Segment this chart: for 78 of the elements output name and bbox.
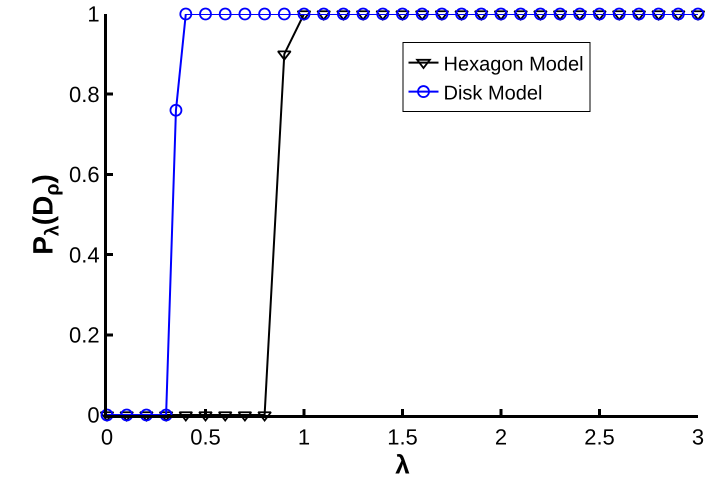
x-tick-label: 1 (298, 424, 310, 450)
point (612, 8, 626, 20)
y-tick-label: 0 (87, 402, 100, 428)
point (178, 411, 194, 422)
point (436, 8, 448, 20)
point (238, 8, 252, 20)
point (593, 8, 606, 20)
point (474, 10, 489, 20)
point (356, 10, 370, 20)
x-tick-label: 2.5 (584, 424, 615, 450)
point (277, 50, 292, 60)
point (298, 8, 310, 20)
point (140, 408, 153, 422)
point (651, 10, 666, 20)
point (474, 8, 488, 20)
point (494, 8, 508, 20)
point (218, 8, 232, 20)
point (652, 8, 665, 20)
point (612, 10, 626, 20)
point (672, 8, 685, 20)
point (494, 10, 508, 20)
point (396, 8, 409, 20)
point (554, 8, 566, 20)
legend-label: Hexagon Model (444, 53, 584, 76)
y-tick-label: 0.8 (69, 82, 100, 107)
point (572, 10, 588, 20)
legend-label: Disk Model (444, 82, 542, 104)
point (337, 8, 350, 20)
point (258, 8, 271, 20)
y-tick-label: 0.6 (69, 162, 100, 188)
point (534, 8, 547, 20)
point (356, 8, 370, 20)
point (170, 104, 182, 117)
point (414, 10, 430, 20)
x-axis-title: λ (395, 449, 410, 480)
y-tick-label: 0.2 (69, 322, 100, 348)
point (513, 10, 528, 20)
point (198, 411, 213, 422)
point (552, 10, 568, 20)
y-tick-label: 1 (87, 2, 100, 27)
point (416, 8, 429, 20)
point (336, 10, 351, 20)
point (395, 10, 410, 20)
point (632, 10, 646, 20)
point (100, 411, 114, 422)
point (690, 10, 706, 20)
point (257, 411, 272, 422)
point (100, 408, 114, 422)
point (160, 408, 172, 422)
y-tick-label: 0.4 (69, 242, 100, 268)
point (632, 8, 646, 20)
point (278, 8, 291, 20)
point (317, 8, 330, 20)
point (573, 8, 586, 20)
point (592, 10, 607, 20)
point (671, 10, 686, 20)
point (434, 10, 450, 20)
x-tick-label: 1.5 (387, 424, 418, 450)
point (120, 408, 134, 422)
point (158, 411, 174, 422)
point (533, 10, 548, 20)
point (376, 10, 390, 20)
point (316, 10, 331, 20)
point (179, 8, 192, 20)
x-tick-label: 0.5 (190, 424, 221, 450)
point (454, 10, 469, 20)
point (119, 411, 134, 422)
point (199, 8, 212, 20)
point (218, 411, 232, 422)
x-tick-label: 2 (494, 424, 508, 450)
point (376, 8, 390, 20)
point (139, 411, 154, 422)
point (296, 10, 312, 20)
point (514, 8, 528, 20)
point (238, 411, 252, 422)
point (455, 8, 468, 20)
x-tick-label: 3 (692, 424, 704, 450)
point (692, 8, 704, 20)
